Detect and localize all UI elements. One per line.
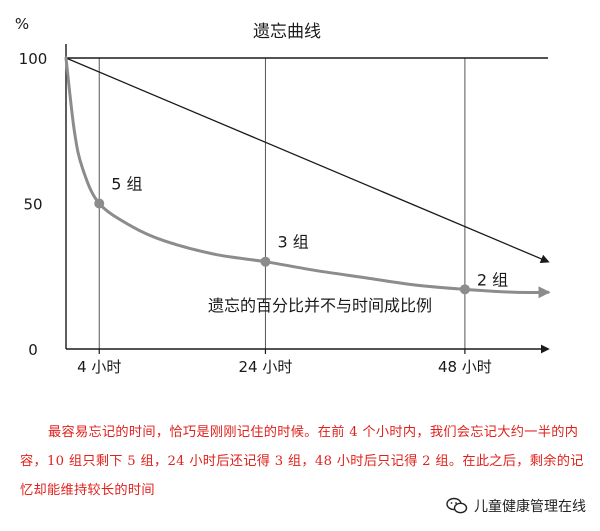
x-tick-labels: 4 小时 24 小时 48 小时	[77, 349, 492, 376]
chart-annotation: 遗忘的百分比并不与时间成比例	[208, 296, 432, 315]
axes	[65, 44, 550, 354]
y-axis-unit: %	[15, 15, 29, 33]
data-point	[94, 198, 105, 209]
forgetting-curve-chart: 遗忘曲线 % 0 50 100 4 小时 24 小时 48 小时 5 组 3 组 2 组 遗…	[15, 15, 551, 376]
x-tick-label: 24 小时	[239, 358, 293, 376]
y-tick-labels: 0 50 100	[19, 50, 48, 359]
series-layer	[64, 56, 551, 299]
data-markers: 5 组 3 组 2 组	[94, 175, 508, 295]
chart-title: 遗忘曲线	[253, 22, 321, 42]
data-label: 5 组	[111, 175, 142, 194]
watermark: 儿童健康管理在线	[446, 494, 586, 518]
y-tick-label: 0	[28, 341, 38, 359]
caption-text: 最容易忘记的时间，恰巧是刚刚记住的时候。在前 4 个小时内，我们会忘记大约一半的…	[20, 425, 584, 498]
watermark-text: 儿童健康管理在线	[474, 499, 586, 515]
wechat-icon	[446, 497, 468, 514]
reference-line	[65, 57, 550, 264]
data-point	[459, 284, 470, 295]
y-tick-label: 100	[19, 50, 48, 68]
x-tick-label: 4 小时	[77, 358, 121, 376]
x-tick-label: 48 小时	[438, 358, 492, 376]
data-point	[260, 256, 271, 267]
data-label: 2 组	[477, 270, 508, 289]
forgetting-curve	[64, 56, 551, 299]
data-label: 3 组	[277, 233, 308, 252]
y-tick-label: 50	[23, 196, 42, 214]
